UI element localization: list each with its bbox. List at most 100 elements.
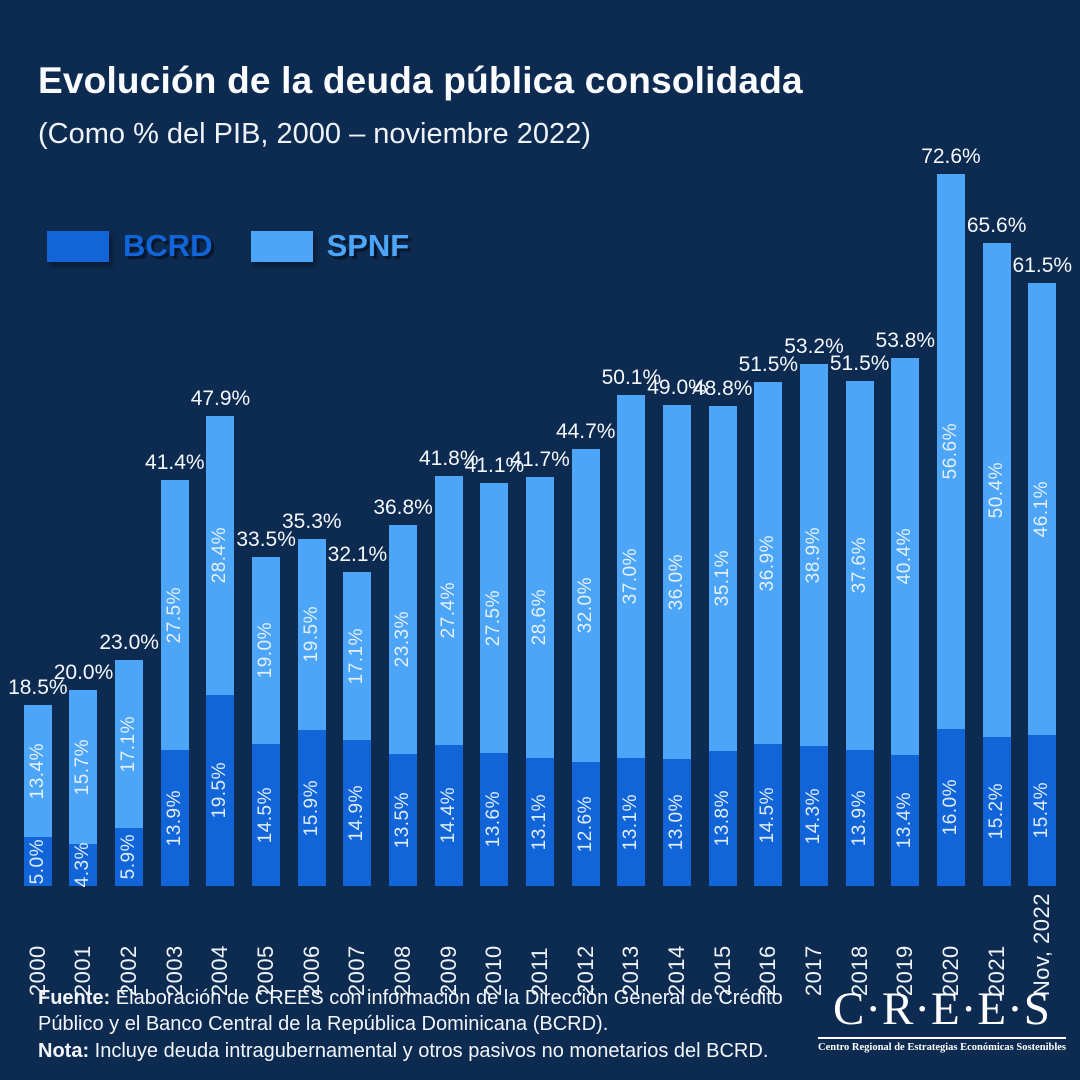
bar-group: 41.4% 27.5% 13.9%	[145, 0, 205, 886]
x-axis-cell: 2007	[335, 893, 381, 996]
stacked-bar: 23.3% 13.5%	[389, 525, 418, 886]
total-value-label: 32.1%	[327, 543, 388, 567]
segment-value-label: 27.5%	[163, 586, 185, 643]
bar-group: 20.0% 15.7% 4.3%	[54, 0, 114, 888]
segment-value-label: 17.1%	[346, 627, 368, 685]
bar-group: 51.5% 37.6% 13.9%	[830, 0, 889, 886]
stacked-bar: 17.1% 5.9%	[115, 660, 144, 886]
stacked-bar: 27.4% 14.4%	[434, 475, 463, 886]
segment-spnf: 36.9%	[754, 381, 783, 744]
total-value-label: 51.5%	[738, 352, 799, 376]
x-axis-cell: 2005	[243, 893, 289, 996]
x-axis-label: 2011	[527, 946, 553, 997]
bar-group: 41.8% 27.4% 14.4%	[419, 0, 479, 886]
segment-value-label: 17.1%	[118, 716, 140, 773]
stacked-bar: 37.0% 13.1%	[617, 394, 646, 886]
header: Evolución de la deuda pública consolidad…	[38, 60, 803, 151]
stacked-bar: 37.6% 13.9%	[845, 380, 874, 886]
segment-value-label: 14.9%	[346, 784, 368, 842]
segment-value-label: 5.9%	[118, 834, 140, 880]
x-axis-cell: 2009	[426, 893, 472, 996]
segment-value-label: 56.6%	[939, 423, 961, 480]
segment-value-label: 27.4%	[437, 582, 459, 639]
bar-group: 36.8% 23.3% 13.5%	[373, 0, 433, 886]
x-axis-cell: 2008	[380, 893, 426, 996]
x-axis-label: 2009	[435, 945, 461, 997]
stacked-bar: 50.4% 15.2%	[982, 242, 1011, 886]
segment-bcrd: 13.8%	[708, 750, 737, 886]
segment-value-label: 19.5%	[300, 606, 322, 663]
segment-value-label: 14.3%	[802, 787, 824, 845]
segment-value-label: 13.8%	[711, 790, 733, 847]
segment-value-label: 15.4%	[1031, 782, 1053, 839]
note-note: Nota: Incluye deuda intragubernamental y…	[38, 1038, 818, 1064]
segment-bcrd: 13.5%	[389, 753, 418, 886]
bar-group: 48.8% 35.1% 13.8%	[693, 0, 752, 886]
bar-group: 41.1% 27.5% 13.6%	[465, 0, 524, 886]
stacked-bar: 35.1% 13.8%	[708, 406, 737, 886]
segment-bcrd: 14.4%	[434, 744, 463, 886]
stacked-bar: 19.5% 15.9%	[297, 538, 326, 886]
segment-value-label: 13.6%	[483, 791, 505, 848]
x-axis-cell: 2000	[15, 893, 61, 996]
bar-group: 65.6% 50.4% 15.2%	[967, 0, 1026, 886]
stacked-bar: 17.1% 14.9%	[343, 572, 372, 886]
x-axis-cell: 2015	[700, 893, 746, 996]
x-axis-cell: 2012	[563, 893, 609, 996]
total-value-label: 47.9%	[190, 387, 251, 411]
x-axis-label: 2015	[709, 945, 735, 997]
segment-value-label: 13.4%	[26, 742, 48, 800]
crees-logo: C·R·E·E·S Centro Regional de Estrategias…	[817, 984, 1066, 1054]
legend-label-spnf: SPNF	[326, 228, 410, 263]
legend: BCRD SPNF	[47, 228, 409, 264]
segment-value-label: 13.0%	[666, 794, 688, 851]
bar-group: 32.1% 17.1% 14.9%	[328, 0, 387, 886]
crees-logo-rule	[817, 1037, 1066, 1040]
x-axis-cell: Nov, 2022	[1019, 893, 1065, 996]
stacked-bar: 40.4% 13.4%	[891, 358, 920, 886]
segment-value-label: 14.4%	[437, 787, 459, 844]
total-value-label: 20.0%	[53, 660, 114, 684]
x-axis-label: 2007	[344, 945, 370, 997]
total-value-label: 18.5%	[8, 676, 68, 700]
segment-spnf: 13.4%	[23, 705, 52, 837]
total-value-label: 41.4%	[145, 450, 205, 474]
total-value-label: 65.6%	[966, 213, 1027, 237]
total-value-label: 41.1%	[464, 453, 525, 477]
total-value-label: 72.6%	[921, 144, 981, 168]
stacked-bar: 15.7% 4.3%	[69, 689, 98, 888]
x-axis-label: 2008	[390, 945, 416, 997]
segment-value-label: 23.3%	[392, 611, 414, 668]
stacked-bar: 56.6% 16.0%	[936, 173, 965, 886]
x-axis-cell: 2006	[289, 893, 335, 996]
segment-value-label: 15.7%	[72, 738, 94, 795]
segment-spnf: 23.3%	[389, 525, 418, 754]
x-axis-label: 2006	[298, 945, 324, 997]
x-axis-cell: 2019	[882, 893, 928, 996]
segment-bcrd: 14.3%	[799, 745, 828, 886]
x-axis-label: 2019	[892, 945, 918, 997]
segment-value-label: 28.6%	[529, 589, 551, 646]
segment-value-label: 16.0%	[939, 779, 961, 836]
total-value-label: 41.8%	[418, 446, 479, 470]
total-value-label: 41.7%	[510, 447, 570, 471]
segment-value-label: 32.0%	[574, 577, 596, 634]
x-axis-cell: 2011	[517, 893, 563, 996]
x-axis-label: 2014	[664, 945, 690, 997]
footer-notes: Fuente: Elaboración de CREES con informa…	[38, 985, 818, 1064]
crees-logo-tagline: Centro Regional de Estrategias Económica…	[817, 1042, 1066, 1054]
x-axis-cell: 2014	[654, 893, 700, 996]
footer: Fuente: Elaboración de CREES con informa…	[38, 984, 1066, 1064]
segment-spnf: 27.5%	[160, 479, 189, 750]
segment-value-label: 13.9%	[163, 789, 185, 846]
stacked-bar: 46.1% 15.4%	[1028, 282, 1057, 886]
x-axis-label: 2012	[572, 945, 598, 997]
x-axis-label: 2000	[24, 945, 50, 997]
segment-bcrd: 13.0%	[663, 758, 692, 886]
segment-bcrd: 5.0%	[23, 836, 52, 886]
x-axis-label: 2010	[481, 945, 507, 997]
x-axis-label: 2013	[618, 945, 644, 997]
bar-group: 61.5% 46.1% 15.4%	[1013, 0, 1072, 886]
total-value-label: 49.0%	[647, 376, 707, 400]
segment-bcrd: 15.2%	[982, 736, 1011, 886]
